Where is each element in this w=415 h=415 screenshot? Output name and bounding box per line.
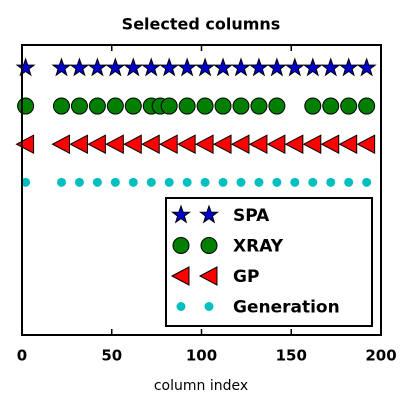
legend-marker [204, 302, 214, 311]
circle-marker [17, 97, 35, 115]
legend-marker [170, 204, 192, 224]
legend-marker [170, 266, 190, 286]
star-marker [105, 57, 126, 77]
triangle-marker [195, 134, 214, 155]
star-marker [213, 57, 234, 77]
triangle-marker [338, 134, 358, 155]
dot-marker [236, 177, 246, 187]
triangle-marker [284, 134, 304, 155]
circle-marker [268, 97, 286, 115]
legend-marker [172, 237, 190, 254]
triangle-marker [15, 134, 35, 155]
legend-label: SPA [233, 206, 270, 226]
dot-marker [326, 177, 336, 187]
legend-label: XRAY [233, 237, 284, 257]
dot-marker [362, 177, 372, 187]
legend-box [165, 197, 373, 327]
circle-marker [178, 97, 196, 115]
triangle-marker [177, 134, 196, 155]
dot-marker [74, 177, 84, 187]
circle-marker [358, 97, 376, 115]
legend-marker [198, 266, 218, 286]
x-tick-label: 0 [17, 347, 27, 365]
circle-marker [340, 97, 358, 115]
triangle-marker [302, 134, 322, 155]
triangle-marker [87, 134, 106, 155]
star-marker [230, 57, 251, 77]
triangle-marker [69, 134, 88, 155]
dot-marker [200, 177, 210, 187]
triangle-marker [51, 134, 70, 155]
dot-marker [308, 177, 318, 187]
dot-marker [290, 177, 300, 187]
triangle-marker [159, 134, 178, 155]
circle-marker [250, 97, 268, 115]
triangle-marker [141, 134, 160, 155]
dot-marker [21, 177, 31, 187]
star-marker [356, 57, 377, 77]
triangle-marker [266, 134, 286, 155]
star-marker [123, 57, 144, 77]
triangle-marker [248, 134, 268, 155]
star-marker [15, 57, 36, 77]
circle-marker [214, 97, 232, 115]
legend-marker [176, 302, 186, 311]
dot-marker [164, 177, 174, 187]
chart-title: Selected columns [122, 15, 281, 34]
circle-marker [70, 97, 88, 115]
star-marker [177, 57, 198, 77]
circle-marker [232, 97, 250, 115]
triangle-marker [320, 134, 340, 155]
star-marker [320, 57, 341, 77]
star-marker [141, 57, 162, 77]
circle-marker [304, 97, 322, 115]
dot-marker [92, 177, 102, 187]
triangle-marker [123, 134, 142, 155]
dot-marker [254, 177, 264, 187]
triangle-marker [105, 134, 124, 155]
circle-marker [52, 97, 70, 115]
circle-marker [88, 97, 106, 115]
x-tick-label: 50 [101, 347, 122, 365]
circle-marker [160, 97, 178, 115]
x-tick-label: 150 [276, 347, 307, 365]
dot-marker [218, 177, 228, 187]
star-marker [69, 57, 90, 77]
circle-marker [196, 97, 214, 115]
star-marker [284, 57, 305, 77]
legend-marker [198, 204, 220, 224]
triangle-marker [230, 134, 250, 155]
circle-marker [322, 97, 340, 115]
triangle-marker [212, 134, 232, 155]
dot-marker [146, 177, 156, 187]
legend-label: GP [233, 267, 259, 287]
star-marker [159, 57, 180, 77]
dot-marker [110, 177, 120, 187]
star-marker [87, 57, 108, 77]
plot-frame [21, 44, 382, 336]
dot-marker [272, 177, 282, 187]
x-tick-label: 100 [186, 347, 217, 365]
x-axis-label: column index [154, 378, 248, 394]
dot-marker [56, 177, 66, 187]
star-marker [195, 57, 216, 77]
circle-marker [124, 97, 142, 115]
legend-marker [200, 237, 218, 254]
star-marker [266, 57, 287, 77]
dot-marker [182, 177, 192, 187]
star-marker [338, 57, 359, 77]
star-marker [302, 57, 323, 77]
star-marker [248, 57, 269, 77]
legend-label: Generation [233, 298, 340, 318]
star-marker [51, 57, 72, 77]
triangle-marker [356, 134, 376, 155]
x-tick-label: 200 [365, 347, 396, 365]
dot-marker [128, 177, 138, 187]
dot-marker [344, 177, 354, 187]
circle-marker [106, 97, 124, 115]
